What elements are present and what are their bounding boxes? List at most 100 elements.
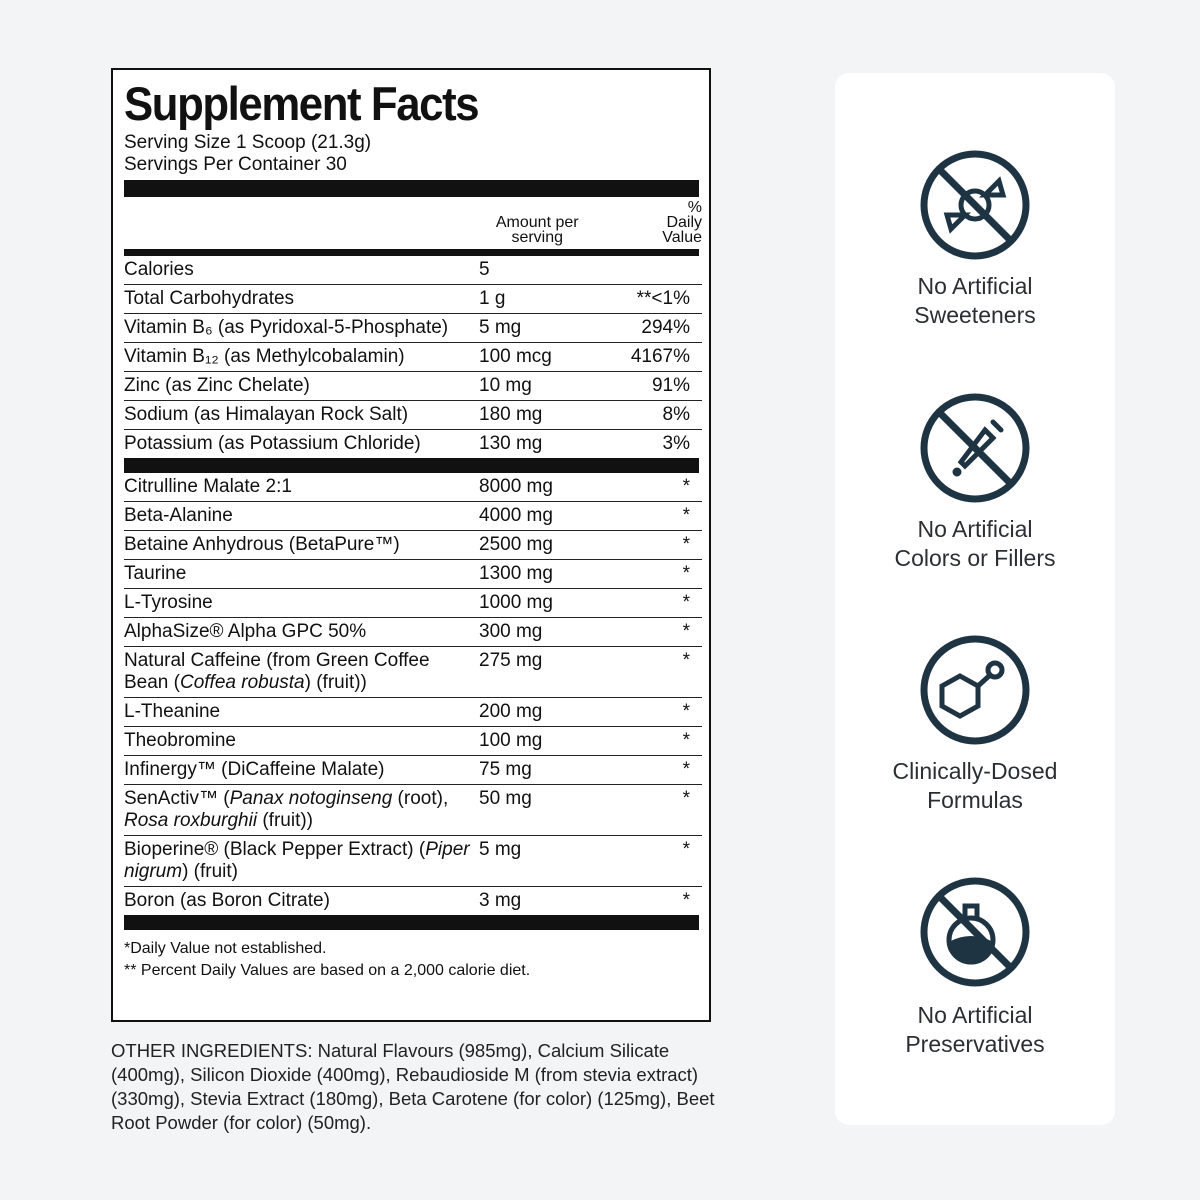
amount: 50 mg xyxy=(479,784,629,836)
feature-label: Clinically-Dosed Formulas xyxy=(835,757,1115,815)
no-colors-icon xyxy=(920,393,1030,503)
fact-row: Taurine 1300 mg * xyxy=(124,559,702,589)
ingredient-name: Sodium (as Himalayan Rock Salt) xyxy=(124,400,479,430)
daily-value: * xyxy=(682,890,690,911)
fact-row: Total Carbohydrates 1 g **<1% xyxy=(124,284,702,314)
fact-row: AlphaSize® Alpha GPC 50% 300 mg * xyxy=(124,617,702,647)
ingredient-name: Natural Caffeine (from Green Coffee Bean… xyxy=(124,646,479,698)
fact-row: Calories 5 xyxy=(124,256,702,285)
feature-label-line: No Artificial xyxy=(917,273,1033,299)
amount: 2500 mg xyxy=(479,530,629,560)
feature-label: No Artificial Colors or Fillers xyxy=(835,515,1115,573)
ingredient-name: Citrulline Malate 2:1 xyxy=(124,473,479,502)
amount: 4000 mg xyxy=(479,501,629,531)
daily-value xyxy=(629,256,702,285)
daily-value: 3% xyxy=(662,433,690,454)
ingredient-table: Citrulline Malate 2:1 8000 mg * Beta-Alanin… xyxy=(124,473,702,915)
fact-row: Beta-Alanine 4000 mg * xyxy=(124,501,702,531)
fact-row: Vitamin B₁₂ (as Methylcobalamin) 100 mcg 4… xyxy=(124,342,702,372)
fact-row: Sodium (as Himalayan Rock Salt) 180 mg 8% xyxy=(124,400,702,430)
amount: 5 mg xyxy=(479,835,629,887)
fact-row: Potassium (as Potassium Chloride) 130 mg 3… xyxy=(124,430,702,459)
name-part: Bioperine® (Black Pepper Extract) ( xyxy=(124,839,426,860)
ingredient-name: Potassium (as Potassium Chloride) xyxy=(124,433,421,454)
fact-row: Boron (as Boron Citrate) 3 mg * xyxy=(124,887,702,916)
ingredient-name: Beta-Alanine xyxy=(124,501,479,531)
amount: 8000 mg xyxy=(479,473,629,502)
ingredient-name: L-Theanine xyxy=(124,697,479,727)
dv-header: % Daily Value xyxy=(662,199,702,246)
fact-row: L-Tyrosine 1000 mg * xyxy=(124,588,702,618)
ingredient-name: Infinergy™ (DiCaffeine Malate) xyxy=(124,755,479,785)
clinical-icon xyxy=(920,635,1030,745)
feature-label-line: Colors or Fillers xyxy=(894,545,1056,571)
fact-row: Natural Caffeine (from Green Coffee Bean… xyxy=(124,646,702,698)
amount: 100 mg xyxy=(479,726,629,756)
amount: 130 mg xyxy=(479,433,543,454)
daily-value: * xyxy=(629,501,702,531)
daily-value: * xyxy=(629,473,702,502)
amount: 1300 mg xyxy=(479,559,629,589)
amount-header-line: Amount per xyxy=(495,214,579,231)
daily-value: * xyxy=(629,617,702,647)
amount: 1000 mg xyxy=(479,588,629,618)
feature-label-line: Preservatives xyxy=(905,1031,1045,1057)
name-part: Natural Caffeine (from Green Coffee Bean… xyxy=(124,650,430,693)
ingredient-name: Total Carbohydrates xyxy=(124,284,479,314)
amount: 10 mg xyxy=(479,371,629,401)
ingredient-name: Theobromine xyxy=(124,726,479,756)
thick-rule xyxy=(124,180,699,197)
ingredient-name: AlphaSize® Alpha GPC 50% xyxy=(124,617,479,647)
footnotes: *Daily Value not established. ** Percent… xyxy=(124,938,699,982)
amount: 3 mg xyxy=(479,890,522,911)
daily-value: * xyxy=(629,530,702,560)
name-part: ) (fruit)) xyxy=(304,672,367,693)
ingredient-name: Betaine Anhydrous (BetaPure™) xyxy=(124,530,479,560)
serving-size: Serving Size 1 Scoop (21.3g) xyxy=(124,132,372,153)
ingredient-name: Taurine xyxy=(124,559,479,589)
fact-row: Bioperine® (Black Pepper Extract) (Piper… xyxy=(124,835,702,887)
no-preservatives-icon xyxy=(920,877,1030,987)
amount-header-line: serving xyxy=(511,229,564,246)
ingredient-name: L-Tyrosine xyxy=(124,588,479,618)
amount: 100 mcg xyxy=(479,342,629,372)
daily-value: 4167% xyxy=(629,342,702,372)
daily-value: 91% xyxy=(629,371,702,401)
daily-value: * xyxy=(629,726,702,756)
fact-row: Theobromine 100 mg * xyxy=(124,726,702,756)
daily-value: * xyxy=(629,588,702,618)
other-ingredients: OTHER INGREDIENTS: Natural Flavours (985… xyxy=(111,1040,715,1133)
vitamin-rows: Amount per serving % Daily Value xyxy=(124,197,702,249)
daily-value: **<1% xyxy=(629,284,702,314)
feature-label-line: Sweeteners xyxy=(914,302,1036,328)
ingredient-name: Boron (as Boron Citrate) xyxy=(124,890,330,911)
amount: 200 mg xyxy=(479,697,629,727)
daily-value: 294% xyxy=(629,313,702,343)
ingredient-name: Vitamin B₁₂ (as Methylcobalamin) xyxy=(124,342,479,372)
daily-value: * xyxy=(629,755,702,785)
name-part: ) (fruit) xyxy=(182,861,239,882)
medium-rule xyxy=(124,249,699,256)
ingredient-name: Bioperine® (Black Pepper Extract) (Piper… xyxy=(124,835,479,887)
footnote: *Daily Value not established. xyxy=(124,940,327,957)
name-part: (fruit)) xyxy=(257,810,314,831)
footnote: ** Percent Daily Values are based on a 2… xyxy=(124,962,531,979)
amount: 1 g xyxy=(479,284,629,314)
facts-title: Supplement Facts xyxy=(124,77,480,130)
name-part: Rosa roxburghii xyxy=(124,810,258,831)
fact-row: Citrulline Malate 2:1 8000 mg * xyxy=(124,473,702,502)
fact-row: Vitamin B₆ (as Pyridoxal-5-Phosphate) 5 m… xyxy=(124,313,702,343)
feature-label-line: Clinically-Dosed xyxy=(892,758,1058,784)
fact-row: Zinc (as Zinc Chelate) 10 mg 91% xyxy=(124,371,702,401)
daily-value: * xyxy=(629,646,702,698)
feature-icons xyxy=(920,150,1030,987)
feature-label-line: Formulas xyxy=(927,787,1023,813)
amount: 300 mg xyxy=(479,617,629,647)
daily-value: 8% xyxy=(629,400,702,430)
name-part: SenActiv™ ( xyxy=(124,788,230,809)
feature-label: No Artificial Sweeteners xyxy=(835,272,1115,330)
ingredient-name: Calories xyxy=(124,256,479,285)
feature-label: No Artificial Preservatives xyxy=(835,1001,1115,1059)
amount: 275 mg xyxy=(479,646,629,698)
name-part: Panax notoginseng xyxy=(229,788,393,809)
